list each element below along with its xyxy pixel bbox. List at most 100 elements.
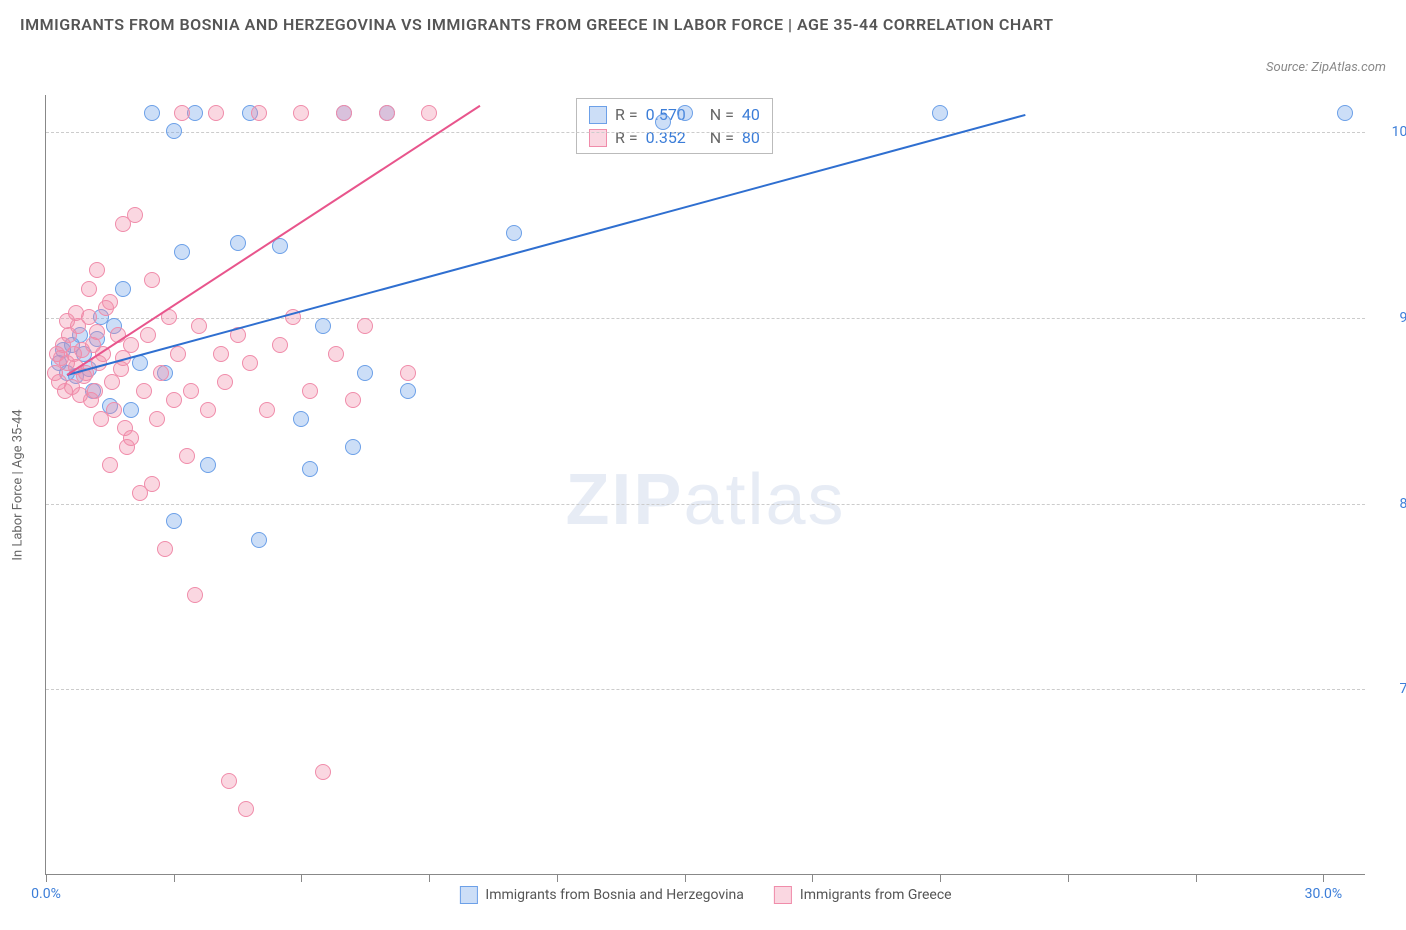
scatter-point xyxy=(315,318,331,334)
scatter-point xyxy=(213,346,229,362)
scatter-point xyxy=(251,105,267,121)
scatter-point xyxy=(357,365,373,381)
scatter-point xyxy=(102,457,118,473)
scatter-point xyxy=(200,402,216,418)
scatter-point xyxy=(136,383,152,399)
legend-item-1: Immigrants from Bosnia and Herzegovina xyxy=(459,886,744,904)
scatter-point xyxy=(379,105,395,121)
legend-swatch-1 xyxy=(459,886,477,904)
scatter-point xyxy=(200,457,216,473)
legend-label-1: Immigrants from Bosnia and Herzegovina xyxy=(485,887,744,903)
x-tick xyxy=(940,874,941,882)
x-tick xyxy=(174,874,175,882)
grid-line xyxy=(46,689,1365,690)
scatter-point xyxy=(315,764,331,780)
scatter-point xyxy=(102,294,118,310)
scatter-point xyxy=(166,123,182,139)
scatter-point xyxy=(230,235,246,251)
watermark-light: atlas xyxy=(683,460,845,540)
y-axis-label: In Labor Force | Age 35-44 xyxy=(11,409,26,560)
scatter-point xyxy=(144,476,160,492)
y-tick-label: 90.0% xyxy=(1399,310,1406,326)
scatter-point xyxy=(259,402,275,418)
scatter-point xyxy=(174,105,190,121)
regression-line xyxy=(67,104,481,375)
watermark-bold: ZIP xyxy=(565,460,683,540)
r-prefix-2: R = xyxy=(615,128,638,147)
scatter-point xyxy=(293,105,309,121)
legend-item-2: Immigrants from Greece xyxy=(774,886,952,904)
scatter-point xyxy=(221,773,237,789)
scatter-point xyxy=(144,105,160,121)
x-tick xyxy=(1196,874,1197,882)
scatter-point xyxy=(238,801,254,817)
scatter-point xyxy=(357,318,373,334)
x-tick xyxy=(812,874,813,882)
legend-label-2: Immigrants from Greece xyxy=(800,887,952,903)
x-tick-label: 30.0% xyxy=(1305,886,1343,902)
scatter-point xyxy=(127,207,143,223)
y-tick-label: 80.0% xyxy=(1399,496,1406,512)
scatter-point xyxy=(506,225,522,241)
scatter-point xyxy=(400,365,416,381)
scatter-point xyxy=(400,383,416,399)
x-tick xyxy=(46,874,47,882)
x-tick xyxy=(685,874,686,882)
swatch-series1 xyxy=(589,106,607,124)
scatter-point xyxy=(157,541,173,557)
x-tick xyxy=(557,874,558,882)
y-tick-label: 100.0% xyxy=(1392,124,1406,140)
n-prefix-1: N = xyxy=(710,105,734,124)
x-tick xyxy=(301,874,302,882)
scatter-point xyxy=(140,327,156,343)
source-label: Source: ZipAtlas.com xyxy=(1266,60,1386,75)
stats-box: R = 0.570 N = 40 R = 0.352 N = 80 xyxy=(576,98,773,154)
scatter-point xyxy=(144,272,160,288)
scatter-point xyxy=(174,244,190,260)
scatter-point xyxy=(123,402,139,418)
grid-line xyxy=(46,504,1365,505)
scatter-point xyxy=(242,355,258,371)
x-tick xyxy=(1068,874,1069,882)
regression-line xyxy=(67,114,1026,376)
scatter-point xyxy=(183,383,199,399)
scatter-point xyxy=(217,374,233,390)
scatter-point xyxy=(293,411,309,427)
n-value-2: 80 xyxy=(742,128,760,147)
x-tick-label: 0.0% xyxy=(31,886,61,902)
n-prefix-2: N = xyxy=(710,128,734,147)
x-tick xyxy=(1323,874,1324,882)
scatter-point xyxy=(328,346,344,362)
scatter-point xyxy=(345,392,361,408)
scatter-point xyxy=(166,513,182,529)
scatter-point xyxy=(106,402,122,418)
grid-line xyxy=(46,318,1365,319)
scatter-point xyxy=(89,262,105,278)
r-value-2: 0.352 xyxy=(646,128,686,147)
scatter-point xyxy=(153,365,169,381)
scatter-point xyxy=(1337,105,1353,121)
n-value-1: 40 xyxy=(742,105,760,124)
x-tick xyxy=(429,874,430,882)
scatter-point xyxy=(115,281,131,297)
scatter-point xyxy=(208,105,224,121)
y-tick-label: 70.0% xyxy=(1399,681,1406,697)
scatter-point xyxy=(149,411,165,427)
scatter-point xyxy=(123,430,139,446)
scatter-point xyxy=(87,383,103,399)
scatter-point xyxy=(187,587,203,603)
watermark: ZIPatlas xyxy=(565,459,845,541)
scatter-point xyxy=(345,439,361,455)
scatter-point xyxy=(302,461,318,477)
stats-row-series1: R = 0.570 N = 40 xyxy=(589,103,760,126)
stats-row-series2: R = 0.352 N = 80 xyxy=(589,126,760,149)
r-prefix-1: R = xyxy=(615,105,638,124)
scatter-point xyxy=(302,383,318,399)
scatter-point xyxy=(166,392,182,408)
scatter-point xyxy=(89,324,105,340)
plot-area: ZIPatlas In Labor Force | Age 35-44 R = … xyxy=(45,95,1365,875)
scatter-point xyxy=(179,448,195,464)
scatter-point xyxy=(170,346,186,362)
scatter-point xyxy=(655,114,671,130)
scatter-point xyxy=(272,337,288,353)
